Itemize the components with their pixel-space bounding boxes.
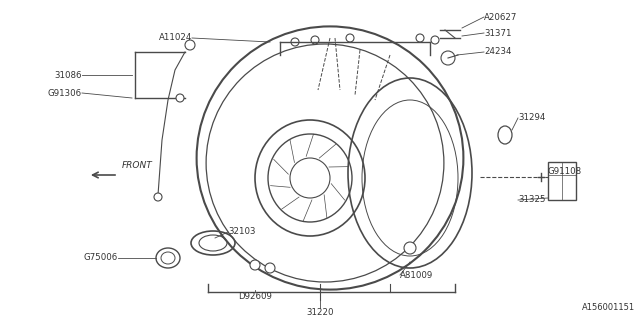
Text: 31220: 31220 — [307, 308, 333, 317]
Text: 31371: 31371 — [484, 28, 511, 37]
Bar — [548, 162, 576, 200]
Text: A156001151: A156001151 — [582, 303, 635, 312]
Text: 31294: 31294 — [518, 114, 545, 123]
Text: G75006: G75006 — [84, 253, 118, 262]
Circle shape — [176, 94, 184, 102]
Circle shape — [404, 242, 416, 254]
Circle shape — [250, 260, 260, 270]
Text: 31086: 31086 — [54, 70, 82, 79]
Text: A11024: A11024 — [159, 34, 192, 43]
Text: G91306: G91306 — [48, 89, 82, 98]
Text: A81009: A81009 — [400, 270, 433, 279]
Text: D92609: D92609 — [238, 292, 272, 301]
Circle shape — [265, 263, 275, 273]
Text: G91108: G91108 — [548, 167, 582, 177]
Text: 31325: 31325 — [518, 196, 545, 204]
Circle shape — [154, 193, 162, 201]
Text: 32103: 32103 — [228, 228, 255, 236]
Text: 24234: 24234 — [484, 47, 511, 57]
Text: FRONT: FRONT — [122, 161, 153, 170]
Text: A20627: A20627 — [484, 12, 517, 21]
